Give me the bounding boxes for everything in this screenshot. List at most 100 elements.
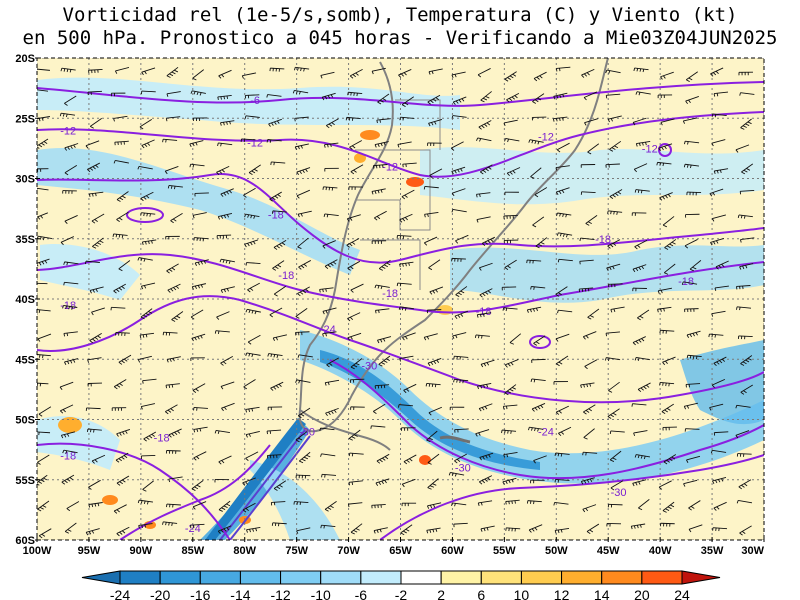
wind-barb bbox=[194, 259, 209, 266]
colorbar: -24 -20 -16 -14 -12 -10 -6 -2 2 6 10 12 14 20 24 bbox=[81, 570, 721, 600]
wind-barb bbox=[142, 378, 157, 384]
wind-barb bbox=[220, 120, 235, 126]
wind-barb bbox=[427, 453, 440, 465]
wind-barb bbox=[346, 214, 361, 222]
wind-barb bbox=[451, 166, 466, 175]
wind-barb bbox=[423, 333, 438, 341]
wind-barb bbox=[37, 354, 51, 359]
wind-barb bbox=[501, 429, 517, 434]
wind-barb bbox=[535, 237, 548, 249]
wind-barb bbox=[659, 192, 673, 201]
wind-barb bbox=[556, 232, 573, 238]
wind-barb bbox=[348, 452, 364, 457]
latitude-label: 25S bbox=[15, 113, 35, 125]
latitude-label: 45S bbox=[15, 354, 35, 366]
wind-barb bbox=[216, 165, 230, 176]
wind-barb bbox=[217, 525, 232, 534]
wind-barb bbox=[533, 335, 546, 346]
wind-barb bbox=[114, 140, 129, 146]
wind-barb bbox=[657, 306, 672, 313]
wind-barb bbox=[190, 309, 204, 320]
wind-barb bbox=[66, 501, 80, 512]
wind-barb bbox=[555, 405, 570, 415]
wind-barb bbox=[454, 453, 467, 464]
wind-barb bbox=[266, 94, 282, 98]
wind-barb bbox=[609, 140, 622, 152]
temperature-contour bbox=[37, 111, 764, 178]
wind-barb bbox=[606, 523, 622, 527]
wind-barb bbox=[64, 215, 78, 224]
wind-barb bbox=[350, 164, 364, 175]
wind-barb bbox=[319, 287, 334, 293]
wind-barb bbox=[116, 211, 129, 222]
wind-barb bbox=[739, 189, 755, 195]
wind-barb bbox=[713, 356, 727, 367]
wind-barb bbox=[480, 164, 493, 175]
temperature-contour bbox=[379, 454, 764, 540]
wind-barb bbox=[579, 237, 595, 242]
wind-barb bbox=[711, 113, 727, 118]
wind-barb bbox=[609, 430, 625, 434]
wind-barb bbox=[139, 332, 155, 339]
wind-barb bbox=[505, 499, 520, 505]
wind-barb bbox=[346, 238, 360, 248]
wind-barb bbox=[426, 430, 438, 443]
wind-barb bbox=[686, 354, 702, 360]
wind-barb bbox=[557, 309, 573, 314]
wind-barb bbox=[397, 141, 412, 148]
latitude-labels: 20S 25S 30S 35S 40S 45S 50S 55S 60S bbox=[15, 53, 40, 547]
wind-barb bbox=[221, 402, 235, 412]
wind-barb bbox=[244, 239, 259, 248]
wind-barb bbox=[424, 236, 438, 246]
wind-barb bbox=[347, 91, 363, 97]
wind-barb bbox=[192, 69, 205, 81]
colorbar-label: -24 bbox=[110, 587, 130, 600]
temperature-label: -12 bbox=[538, 131, 554, 143]
wind-barb bbox=[662, 501, 675, 513]
vorticity-band bbox=[450, 245, 764, 303]
colorbar-segment bbox=[320, 570, 362, 585]
wind-barb bbox=[37, 187, 49, 191]
wind-barb bbox=[217, 94, 232, 100]
wind-barb bbox=[710, 449, 727, 454]
wind-barb bbox=[453, 378, 469, 384]
wind-barb bbox=[662, 426, 677, 431]
wind-barb bbox=[735, 430, 750, 439]
wind-barb bbox=[194, 192, 209, 197]
wind-barb bbox=[556, 142, 570, 153]
wind-barb bbox=[712, 476, 727, 484]
wind-barb bbox=[637, 309, 650, 321]
wind-barb bbox=[451, 188, 466, 197]
wind-barb bbox=[478, 120, 492, 130]
colorbar-label: -20 bbox=[150, 587, 170, 600]
wind-barb bbox=[633, 67, 649, 73]
wind-barb bbox=[610, 306, 625, 313]
longitude-label: 70W bbox=[337, 545, 360, 557]
wind-barb bbox=[553, 502, 569, 506]
wind-barb bbox=[426, 527, 441, 534]
temperature-label: -30 bbox=[455, 463, 471, 475]
wind-barb bbox=[296, 167, 311, 175]
wind-barb bbox=[143, 431, 157, 442]
wind-barb bbox=[113, 504, 127, 514]
wind-barb bbox=[87, 357, 102, 363]
temperature-label: -12 bbox=[247, 137, 263, 149]
wind-barb bbox=[269, 191, 282, 202]
wind-barb bbox=[580, 477, 595, 485]
wind-barb bbox=[322, 186, 338, 191]
wind-barb bbox=[429, 168, 443, 179]
wind-barb bbox=[167, 283, 181, 293]
wind-barb bbox=[245, 262, 261, 266]
wind-barb bbox=[662, 216, 675, 228]
wind-barb bbox=[270, 501, 286, 506]
wind-barb bbox=[165, 450, 181, 454]
coastlines bbox=[298, 58, 609, 451]
wind-barb bbox=[533, 455, 547, 464]
wind-barb bbox=[634, 239, 648, 250]
wind-barb bbox=[88, 479, 101, 490]
wind-barb bbox=[684, 140, 700, 145]
wind-barb bbox=[582, 451, 598, 456]
temperature-contour bbox=[37, 253, 764, 314]
wind-barb bbox=[425, 382, 441, 388]
wind-barb bbox=[685, 71, 699, 83]
